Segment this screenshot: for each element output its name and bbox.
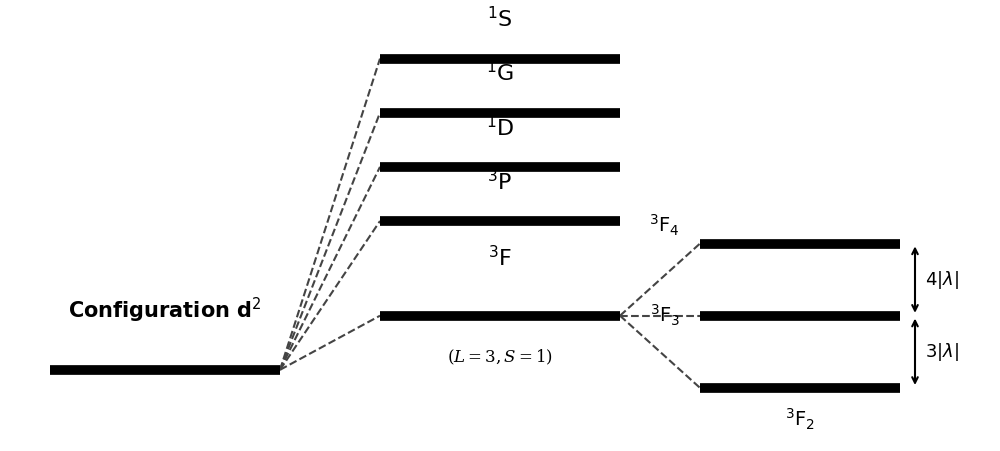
Text: $^3$F$_3$: $^3$F$_3$ <box>650 303 680 328</box>
Text: $^3$F: $^3$F <box>488 245 512 271</box>
Text: $^1$S: $^1$S <box>487 6 513 32</box>
Text: $^3$F$_2$: $^3$F$_2$ <box>785 407 815 432</box>
Text: $^1$G: $^1$G <box>486 60 514 86</box>
Text: $^1$D: $^1$D <box>486 115 514 140</box>
Text: Configuration d$^2$: Configuration d$^2$ <box>68 295 262 325</box>
Text: $(L = 3, S = 1)$: $(L = 3, S = 1)$ <box>447 347 553 367</box>
Text: $^3$F$_4$: $^3$F$_4$ <box>649 213 680 238</box>
Text: 3|$\lambda$|: 3|$\lambda$| <box>925 341 959 363</box>
Text: $^3$P: $^3$P <box>487 169 513 194</box>
Text: 4|$\lambda$|: 4|$\lambda$| <box>925 269 959 290</box>
